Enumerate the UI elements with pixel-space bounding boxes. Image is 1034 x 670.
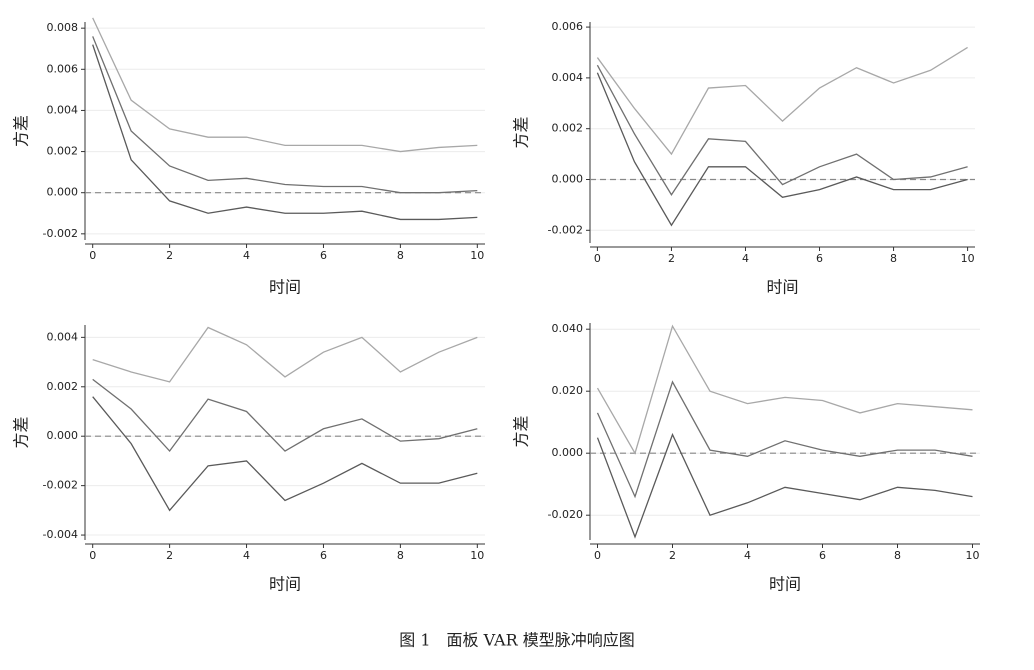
- x-tick-label: 8: [890, 252, 897, 265]
- y-tick-label: -0.004: [43, 528, 78, 541]
- y-tick-label: 0.000: [552, 446, 584, 459]
- series-line: [92, 396, 478, 512]
- x-tick-label: 4: [243, 549, 250, 562]
- y-tick-label: 0.002: [47, 380, 79, 393]
- x-axis-label: 时间: [269, 278, 301, 297]
- figure-caption: 图 1 面板 VAR 模型脉冲响应图: [399, 631, 635, 650]
- y-tick-label: 0.000: [552, 172, 584, 185]
- x-tick-label: 4: [744, 549, 751, 562]
- y-tick-label: 0.008: [47, 21, 79, 34]
- x-tick-label: 0: [594, 549, 601, 562]
- series-line: [596, 380, 973, 499]
- y-tick-label: 0.004: [47, 330, 79, 343]
- series-line: [92, 378, 478, 453]
- y-tick-label: -0.002: [43, 479, 78, 492]
- x-tick-label: 10: [470, 249, 484, 262]
- y-axis-label: 方差: [12, 416, 31, 448]
- x-axis-label: 时间: [769, 575, 801, 594]
- x-axis-label: 时间: [766, 278, 798, 297]
- series-line: [92, 44, 478, 221]
- series-line: [596, 46, 968, 156]
- x-tick-label: 2: [668, 252, 675, 265]
- x-tick-label: 6: [320, 249, 327, 262]
- series-line: [596, 324, 973, 455]
- x-tick-label: 8: [894, 549, 901, 562]
- x-tick-label: 2: [166, 249, 173, 262]
- y-axis-label: 方差: [512, 116, 531, 148]
- y-tick-label: 0.000: [47, 186, 79, 199]
- y-tick-label: 0.040: [552, 322, 584, 335]
- x-tick-label: 0: [89, 249, 96, 262]
- x-tick-label: 10: [966, 549, 980, 562]
- y-tick-label: 0.000: [47, 429, 79, 442]
- x-tick-label: 8: [397, 549, 404, 562]
- y-tick-label: -0.002: [548, 223, 583, 236]
- y-tick-label: 0.004: [47, 103, 79, 116]
- y-tick-label: 0.020: [552, 384, 584, 397]
- x-tick-label: 0: [594, 252, 601, 265]
- y-axis-label: 方差: [12, 115, 31, 147]
- x-tick-label: 2: [166, 549, 173, 562]
- series-line: [596, 72, 968, 227]
- x-tick-label: 8: [397, 249, 404, 262]
- x-tick-label: 6: [816, 252, 823, 265]
- y-tick-label: 0.006: [552, 20, 584, 33]
- y-axis-label: 方差: [512, 415, 531, 447]
- series-line: [596, 432, 973, 539]
- y-tick-label: 0.002: [47, 145, 79, 158]
- y-tick-label: 0.004: [552, 71, 584, 84]
- y-tick-label: -0.002: [43, 227, 78, 240]
- series-line: [596, 64, 968, 196]
- y-tick-label: 0.002: [552, 122, 584, 135]
- x-tick-label: 6: [819, 549, 826, 562]
- x-tick-label: 10: [961, 252, 975, 265]
- x-tick-label: 4: [742, 252, 749, 265]
- x-axis-label: 时间: [269, 575, 301, 594]
- series-line: [92, 326, 478, 383]
- series-line: [92, 36, 478, 194]
- x-tick-label: 2: [669, 549, 676, 562]
- x-tick-label: 6: [320, 549, 327, 562]
- series-line: [92, 17, 478, 153]
- x-tick-label: 10: [470, 549, 484, 562]
- x-tick-label: 4: [243, 249, 250, 262]
- x-tick-label: 0: [89, 549, 96, 562]
- y-tick-label: 0.006: [47, 62, 79, 75]
- y-tick-label: -0.020: [548, 508, 583, 521]
